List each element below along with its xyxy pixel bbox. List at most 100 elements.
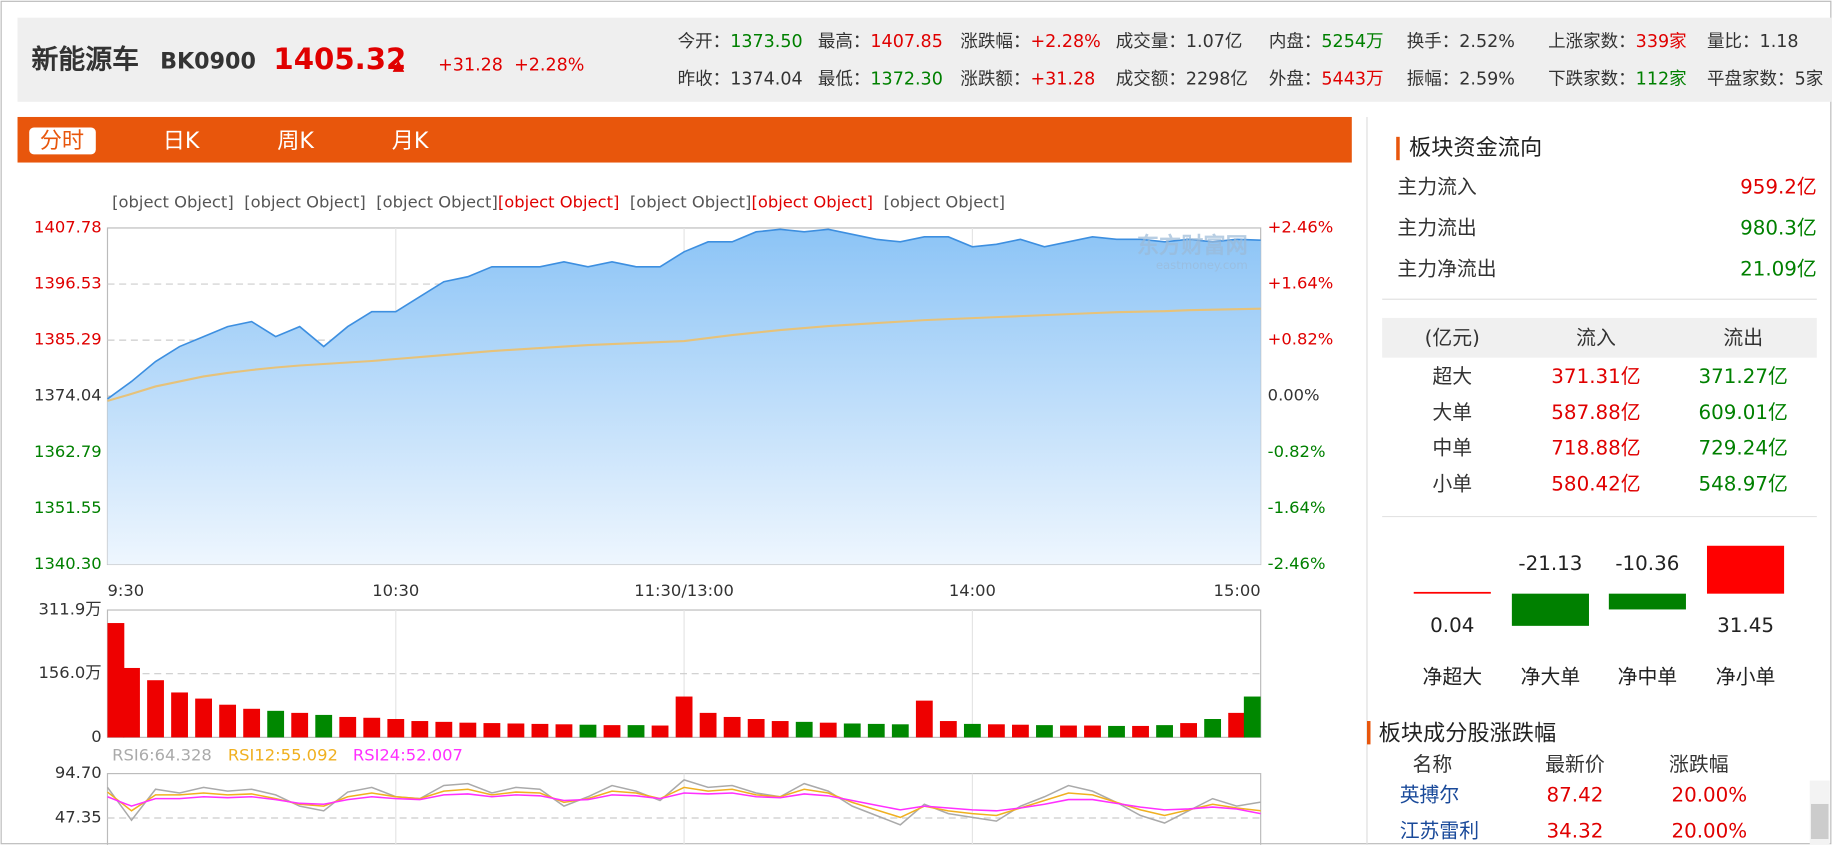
- tab[interactable]: 分时: [40, 128, 84, 154]
- volume-bar: [363, 717, 381, 738]
- tab-bar: [17, 116, 1352, 163]
- flow-label: 主力流出: [1397, 217, 1476, 240]
- table-header-bg: [1382, 317, 1817, 358]
- volume-bar: [699, 712, 717, 738]
- tab[interactable]: 月K: [392, 128, 430, 154]
- stat: 最高：1407.85: [818, 32, 943, 52]
- stock-price: 34.32: [1547, 820, 1604, 843]
- volume-bar: [1156, 725, 1173, 738]
- table-cell: 609.01亿: [1699, 401, 1788, 424]
- flow-bar: [1608, 593, 1686, 610]
- table-header: 流出: [1723, 326, 1763, 349]
- volume-bar: [747, 719, 765, 738]
- stat: 内盘：5254万: [1269, 32, 1384, 52]
- table-cell: 580.42亿: [1551, 473, 1640, 496]
- legend-entry: RSI6:64.328: [112, 746, 212, 765]
- y2-tick-label: -1.64%: [1268, 498, 1326, 517]
- volume-bar: [1036, 725, 1053, 738]
- stat-label: 外盘：: [1269, 70, 1322, 90]
- volume-bar: [987, 724, 1005, 738]
- stat: 量比：1.18: [1707, 32, 1799, 52]
- stock-name[interactable]: 江苏雷利: [1400, 820, 1479, 843]
- stat-value: 5443万: [1321, 70, 1383, 90]
- table-header: 名称: [1413, 753, 1453, 776]
- y-tick-label: 1385.29: [34, 330, 102, 349]
- stat-value: 339家: [1636, 32, 1687, 52]
- index-code: BK0900: [160, 49, 256, 75]
- y2-tick-label: +1.64%: [1268, 274, 1334, 293]
- section-title: 板块资金流向: [1409, 135, 1542, 161]
- volume-bar: [963, 723, 981, 738]
- y-tick-label: 311.9万: [39, 600, 102, 619]
- stat-label: 换手：: [1407, 32, 1460, 52]
- flow-bar: [1706, 545, 1785, 594]
- stock-name[interactable]: 英搏尔: [1400, 783, 1460, 806]
- table-header: 流入: [1576, 326, 1616, 349]
- stat-label: 涨跌额：: [960, 70, 1030, 90]
- y-tick-label: 1396.53: [34, 274, 102, 293]
- stat: 成交量：1.07亿: [1116, 32, 1243, 52]
- stat: 外盘：5443万: [1269, 70, 1384, 90]
- info-part: [object Object]: [884, 192, 1006, 211]
- volume-bar: [107, 623, 125, 738]
- info-part: [object Object]: [376, 192, 498, 211]
- tab[interactable]: 日K: [163, 128, 201, 154]
- stat: 振幅：2.59%: [1407, 70, 1515, 90]
- stat-value: +2.28%: [1030, 32, 1100, 52]
- scrollbar-thumb[interactable]: [1810, 803, 1829, 840]
- stat: 最低：1372.30: [818, 70, 943, 90]
- y-tick-label: 1362.79: [34, 442, 102, 461]
- watermark: eastmoney.com: [1156, 258, 1248, 272]
- y2-tick-label: +0.82%: [1268, 330, 1334, 349]
- y2-tick-label: -0.82%: [1268, 442, 1326, 461]
- info-part: [object Object]: [498, 192, 620, 211]
- volume-bar: [579, 724, 597, 738]
- stat-value: 1372.30: [870, 70, 942, 90]
- stat-value: 2.52%: [1459, 32, 1515, 52]
- tab[interactable]: 周K: [277, 128, 315, 154]
- x-tick-label: 10:30: [372, 581, 419, 600]
- y2-tick-label: +2.46%: [1268, 217, 1334, 236]
- stat: 今开：1373.50: [678, 32, 803, 52]
- volume-bar: [723, 716, 741, 738]
- volume-bar: [891, 724, 909, 738]
- volume-bar: [651, 725, 669, 738]
- volume-bar: [123, 667, 140, 738]
- chart-info: [object Object] [object Object] [object Ob…: [112, 192, 1005, 211]
- stat-label: 平盘家数：: [1707, 70, 1795, 90]
- flow-value: 21.09亿: [1740, 258, 1817, 281]
- title-marker: [1366, 721, 1371, 745]
- rsi-panel: [106, 773, 1262, 845]
- stat-label: 涨跌幅：: [960, 32, 1030, 52]
- volume-bar: [483, 723, 501, 738]
- info-part: [object Object]: [112, 192, 234, 211]
- x-tick-label: 14:00: [949, 581, 996, 600]
- flow-value: 959.2亿: [1740, 176, 1817, 199]
- volume-bar: [507, 723, 525, 738]
- category-label: 净小单: [1716, 665, 1776, 688]
- stat-value: 1374.04: [730, 70, 802, 90]
- index-name: 新能源车: [32, 43, 139, 75]
- stat: 涨跌额：+31.28: [960, 70, 1095, 90]
- stat-label: 成交量：: [1116, 32, 1186, 52]
- stat: 换手：2.52%: [1407, 32, 1515, 52]
- stock-price: 87.42: [1547, 783, 1604, 806]
- volume-bar: [531, 723, 549, 738]
- table-cell: 587.88亿: [1551, 401, 1640, 424]
- stat-label: 成交额：: [1116, 70, 1186, 90]
- stat-label: 量比：: [1707, 32, 1760, 52]
- volume-bar: [867, 723, 885, 738]
- volume-bar: [1228, 712, 1246, 738]
- stat-label: 内盘：: [1269, 32, 1322, 52]
- volume-bar: [1060, 725, 1077, 738]
- info-part: [object Object]: [244, 192, 366, 211]
- volume-bar: [435, 721, 453, 738]
- table-header: 最新价: [1545, 753, 1605, 776]
- y-tick-label: 1340.30: [34, 554, 102, 573]
- active-tab-bg: [29, 127, 96, 155]
- volume-bar: [195, 698, 212, 738]
- index-price: 1405.32: [273, 42, 406, 76]
- volume-bar: [291, 712, 309, 738]
- volume-bar: [219, 704, 237, 738]
